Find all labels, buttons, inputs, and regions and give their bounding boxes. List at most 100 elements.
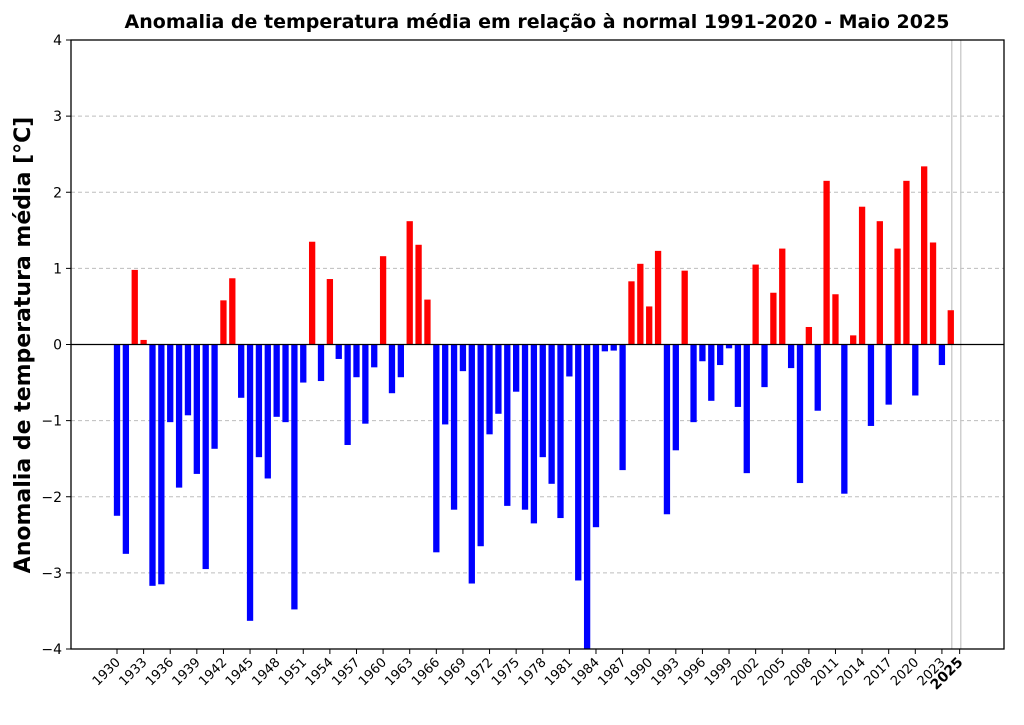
y-ticks: 4 3 2 1 0 −1 −2 −3 −4	[41, 33, 71, 658]
x-tick-label: 1981	[542, 655, 576, 689]
bar-1967	[442, 344, 449, 425]
y-tick-label: −1	[41, 414, 62, 430]
x-tick-label: 1957	[329, 655, 363, 689]
bar-1955	[335, 344, 342, 359]
bar-2007	[796, 344, 804, 484]
bar-1950	[291, 344, 298, 610]
x-tick-label: 2008	[782, 655, 816, 689]
x-tick-label: 2020	[888, 655, 922, 689]
bar-1998	[717, 344, 724, 366]
bar-1988	[628, 281, 635, 345]
bar-2004	[770, 292, 777, 345]
bar-1974	[504, 344, 511, 506]
bars	[113, 166, 954, 649]
bar-2016	[876, 221, 883, 345]
bar-1945	[246, 344, 254, 621]
bar-1989	[637, 263, 644, 345]
bar-1997	[708, 344, 715, 401]
bar-2019	[903, 180, 910, 345]
bar-1977	[530, 344, 538, 524]
bar-1940	[202, 344, 209, 570]
bar-2010	[823, 180, 830, 345]
bar-1990	[646, 306, 653, 345]
x-tick-label: 2017	[862, 655, 896, 689]
x-tick-label: 1933	[116, 655, 150, 689]
bar-1981	[566, 344, 573, 377]
bar-1987	[619, 344, 626, 471]
bar-2005	[779, 248, 786, 345]
bar-1996	[699, 344, 706, 362]
x-tick-label: 2014	[835, 655, 869, 689]
bar-1992	[663, 344, 671, 515]
bar-1947	[264, 344, 271, 479]
bar-1965	[424, 299, 431, 345]
x-tick-label: 1936	[143, 655, 177, 689]
bar-1972	[486, 344, 493, 435]
y-tick-label: −2	[41, 490, 62, 506]
x-tick-label: 1951	[276, 655, 310, 689]
bar-1938	[184, 344, 192, 416]
bar-1941	[211, 344, 218, 449]
bar-2000	[734, 344, 742, 407]
y-tick-label: 3	[53, 109, 62, 125]
bar-2014	[858, 206, 866, 345]
bar-1994	[681, 270, 688, 345]
bar-1976	[521, 344, 529, 510]
bar-1993	[672, 344, 679, 451]
bar-2018	[894, 248, 901, 345]
bar-1935	[158, 344, 165, 585]
bar-1978	[539, 344, 546, 458]
bar-2003	[761, 344, 768, 388]
x-tick-label: 2005	[755, 655, 789, 689]
bar-1962	[397, 344, 404, 378]
bar-2015	[867, 344, 875, 426]
y-tick-label: 0	[53, 338, 62, 354]
x-tick-label: 1948	[249, 655, 283, 689]
x-tick-label: 1999	[702, 655, 736, 689]
bar-1964	[415, 244, 422, 345]
bar-1986	[610, 344, 617, 351]
bar-2022	[929, 242, 937, 345]
bar-1937	[175, 344, 183, 488]
bar-1969	[459, 344, 467, 372]
bar-1939	[193, 344, 200, 474]
bar-1975	[513, 344, 520, 392]
bar-2009	[814, 344, 821, 411]
bar-1999	[725, 344, 733, 349]
bar-1934	[149, 344, 156, 586]
bar-2012	[841, 344, 848, 494]
bar-2023	[938, 344, 946, 366]
bar-1970	[468, 344, 475, 584]
y-tick-label: 4	[53, 33, 62, 49]
bar-2006	[787, 344, 795, 369]
bar-1991	[654, 250, 662, 345]
bar-2020	[912, 344, 919, 396]
bar-2017	[885, 344, 892, 405]
bar-1966	[433, 344, 440, 553]
x-tick-label: 1945	[223, 655, 257, 689]
bar-1946	[255, 344, 263, 458]
x-tick-label: 1972	[462, 655, 496, 689]
x-tick-label: 1930	[90, 655, 124, 689]
bar-1942	[220, 300, 227, 345]
bar-1954	[326, 279, 334, 345]
bar-1968	[450, 344, 458, 510]
x-tick-label: 1990	[622, 655, 656, 689]
bar-1960	[379, 256, 387, 345]
bar-1930	[113, 344, 121, 516]
bar-2013	[850, 335, 857, 345]
x-tick-label: 1975	[489, 655, 523, 689]
bar-1971	[477, 344, 484, 547]
bar-1984	[592, 344, 600, 528]
bar-1936	[167, 344, 174, 423]
bar-1961	[388, 344, 396, 394]
y-tick-label: −4	[41, 642, 62, 658]
bar-1952	[308, 241, 316, 345]
x-tick-label: 1954	[303, 655, 337, 689]
bar-2008	[805, 326, 813, 345]
x-tick-label: 1978	[516, 655, 550, 689]
bar-1953	[317, 344, 325, 382]
x-tick-label: 2002	[728, 655, 762, 689]
